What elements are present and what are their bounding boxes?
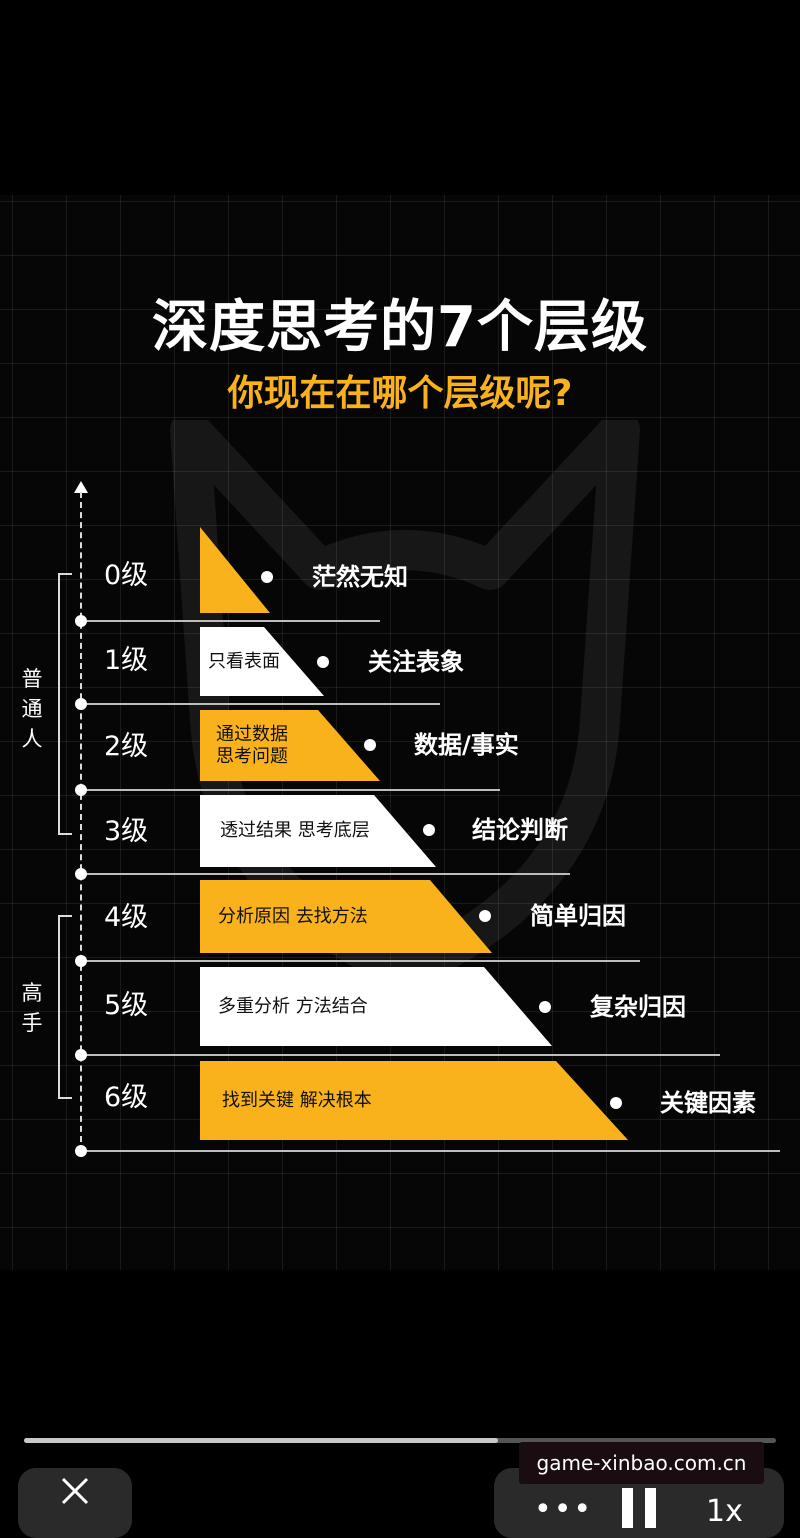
tier-dot-3	[423, 824, 435, 836]
tier-shape-6	[200, 1061, 628, 1140]
infographic-background	[0, 195, 800, 1270]
level-label-5: 5级	[104, 990, 149, 1021]
tier-result-2: 数据/事实	[414, 731, 519, 759]
more-icon[interactable]: •••	[534, 1492, 594, 1527]
pause-icon[interactable]	[622, 1488, 656, 1528]
tier-text-5: 多重分析 方法结合	[218, 995, 368, 1017]
tier-shape-1	[200, 627, 324, 696]
axis-node	[75, 615, 87, 627]
axis-node	[75, 1145, 87, 1157]
level-label-3: 3级	[104, 816, 149, 847]
close-icon	[61, 1477, 89, 1505]
group-label-ordinary: 普 通 人	[21, 667, 43, 751]
tier-shape-3	[200, 795, 436, 867]
axis-node	[75, 784, 87, 796]
tier-text-4: 分析原因 去找方法	[218, 905, 368, 927]
axis-node	[75, 698, 87, 710]
axis-node	[75, 868, 87, 880]
axis-node	[75, 955, 87, 967]
tier-result-1: 关注表象	[368, 648, 464, 676]
tier-dot-0	[261, 571, 273, 583]
tier-result-3: 结论判断	[472, 816, 568, 844]
separator-line	[80, 620, 380, 622]
speed-button[interactable]: 1x	[706, 1494, 743, 1529]
tier-result-4: 简单归因	[530, 902, 626, 930]
separator-line	[80, 873, 570, 875]
tier-5: 多重分析 方法结合	[200, 967, 552, 1046]
tier-text-6: 找到关键 解决根本	[222, 1089, 372, 1111]
separator-line	[80, 703, 440, 705]
separator-line	[80, 960, 640, 962]
level-label-2: 2级	[104, 731, 149, 762]
separator-line	[80, 789, 500, 791]
tier-text-1: 只看表面	[208, 650, 280, 672]
group-bracket-ordinary	[58, 573, 72, 835]
separator-line	[80, 1150, 780, 1152]
level-label-4: 4级	[104, 902, 149, 933]
page-subtitle: 你现在在哪个层级呢?	[227, 373, 573, 414]
tier-6: 找到关键 解决根本	[200, 1061, 628, 1140]
tier-result-5: 复杂归因	[590, 993, 686, 1021]
tier-result-0: 茫然无知	[312, 563, 408, 591]
tier-dot-6	[610, 1097, 622, 1109]
tier-3: 透过结果 思考底层	[200, 795, 436, 867]
progress-bar[interactable]	[24, 1438, 776, 1443]
tier-result-6: 关键因素	[660, 1089, 756, 1117]
separator-line	[80, 1054, 720, 1056]
group-label-expert: 高 手	[21, 981, 43, 1035]
tier-1: 只看表面	[200, 627, 324, 696]
level-label-1: 1级	[104, 645, 149, 676]
tier-4: 分析原因 去找方法	[200, 880, 492, 953]
page-title: 深度思考的7个层级	[152, 295, 648, 360]
close-button[interactable]	[18, 1468, 132, 1538]
vertical-axis	[80, 492, 82, 1152]
level-label-0: 0级	[104, 560, 149, 591]
tier-text-3: 透过结果 思考底层	[220, 820, 370, 841]
tier-shape-0	[200, 527, 270, 613]
progress-fill	[24, 1438, 498, 1443]
site-badge: game-xinbao.com.cn	[519, 1442, 764, 1484]
tier-2: 通过数据 思考问题	[200, 710, 380, 781]
axis-arrow-icon	[74, 481, 88, 493]
tier-dot-2	[364, 739, 376, 751]
axis-node	[75, 1049, 87, 1061]
tier-shape-4	[200, 880, 492, 953]
tier-shape-2	[200, 710, 380, 781]
level-label-6: 6级	[104, 1082, 149, 1113]
tier-shape-5	[200, 967, 552, 1046]
tier-dot-5	[539, 1001, 551, 1013]
tier-dot-1	[317, 656, 329, 668]
group-bracket-expert	[58, 915, 72, 1099]
tier-dot-4	[479, 910, 491, 922]
tier-text-2: 通过数据 思考问题	[216, 723, 288, 767]
